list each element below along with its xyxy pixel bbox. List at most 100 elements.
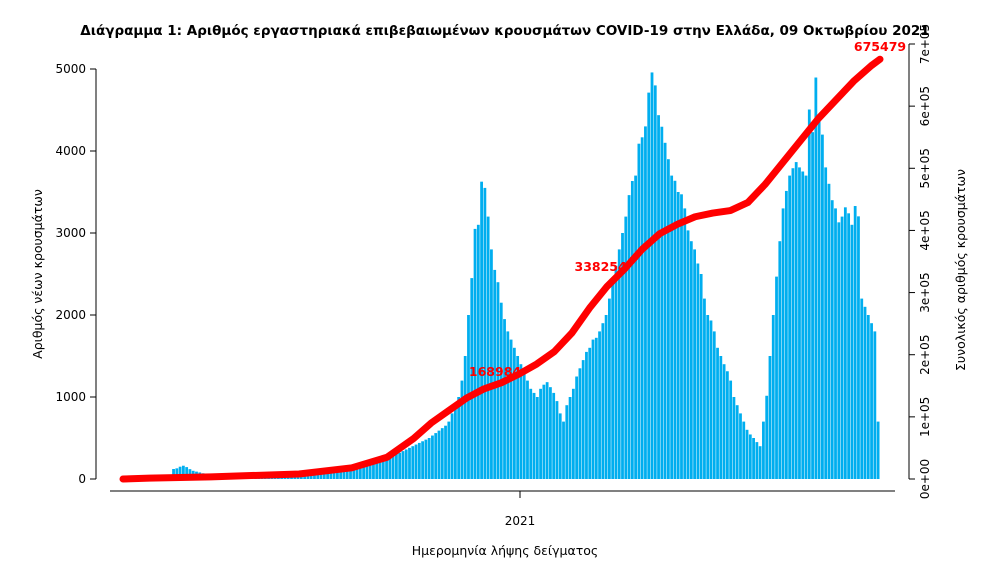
- bar: [801, 171, 805, 479]
- bar: [178, 466, 182, 479]
- bar: [666, 159, 670, 479]
- bar: [506, 331, 510, 479]
- bar: [352, 464, 356, 479]
- bar: [401, 451, 405, 479]
- bar: [585, 351, 588, 479]
- bar: [758, 446, 762, 479]
- bar: [427, 438, 431, 479]
- bar: [388, 455, 392, 479]
- bar: [778, 241, 782, 479]
- bar: [519, 364, 523, 479]
- bar: [768, 356, 772, 479]
- bar: [336, 467, 339, 479]
- bar: [503, 319, 506, 479]
- bar: [798, 167, 801, 479]
- y-tick-label: 1000: [55, 390, 86, 404]
- bar: [473, 228, 477, 479]
- bar: [404, 449, 408, 479]
- bar: [447, 421, 451, 479]
- bar: [722, 364, 726, 479]
- bar: [853, 206, 857, 479]
- bar: [732, 397, 736, 479]
- bar: [395, 453, 398, 479]
- bar: [421, 441, 424, 479]
- y-tick-label: 4000: [55, 144, 86, 158]
- bar: [581, 360, 585, 479]
- bar: [385, 456, 388, 479]
- bar: [814, 77, 818, 479]
- bar: [621, 233, 624, 479]
- bar: [630, 181, 634, 479]
- bar: [686, 230, 690, 479]
- bar: [349, 465, 352, 479]
- bar: [640, 137, 644, 479]
- bar: [719, 356, 723, 479]
- bar: [598, 331, 601, 479]
- bar: [372, 459, 375, 479]
- bar: [558, 413, 562, 479]
- bar: [493, 269, 497, 479]
- bar: [689, 241, 693, 479]
- y-axis-left: 0 1000 2000 3000 4000 5000: [55, 62, 97, 486]
- bar: [817, 118, 821, 479]
- bar: [378, 457, 382, 479]
- bar: [647, 92, 651, 480]
- bar: [847, 213, 851, 479]
- bar: [181, 465, 185, 479]
- bar: [742, 421, 746, 479]
- y-tick-label: 2000: [55, 308, 86, 322]
- cumulative-annotations: 168984 338254 675479: [469, 39, 906, 379]
- bar: [788, 175, 792, 479]
- bar: [555, 401, 559, 479]
- bar: [614, 265, 618, 479]
- bar: [608, 298, 611, 479]
- bar: [463, 356, 467, 479]
- bar: [499, 302, 503, 479]
- bar: [784, 190, 788, 479]
- bar: [365, 460, 369, 479]
- bar: [611, 282, 615, 479]
- bar: [637, 143, 641, 479]
- bar: [172, 469, 175, 479]
- y-tick-label: 5000: [55, 62, 86, 76]
- bar: [571, 388, 575, 479]
- bar: [562, 421, 565, 479]
- bar: [676, 192, 680, 479]
- bar: [424, 439, 428, 479]
- chart-title: Διάγραμμα 1: Αριθμός εργαστηριακά επιβεβ…: [80, 23, 929, 39]
- bar: [175, 468, 179, 479]
- bar: [703, 298, 706, 479]
- bar: [725, 371, 729, 479]
- bar: [791, 168, 795, 479]
- bar: [437, 430, 441, 479]
- bar: [568, 397, 572, 479]
- bar: [440, 428, 444, 479]
- bar: [480, 181, 483, 480]
- cumulative-annotation: 168984: [469, 364, 521, 379]
- y2-tick-label: 1e+05: [918, 397, 932, 437]
- bar: [663, 142, 667, 480]
- bar: [706, 315, 710, 479]
- bar: [408, 447, 411, 479]
- bar: [830, 200, 834, 479]
- bar: [794, 162, 798, 479]
- bar: [617, 249, 621, 479]
- bar: [735, 405, 739, 479]
- bar: [332, 468, 336, 479]
- bar: [522, 372, 526, 479]
- bar: [745, 429, 749, 479]
- bar: [762, 421, 765, 479]
- bar: [368, 460, 372, 479]
- y-axis-title: Αριθμός νέων κρουσμάτων: [30, 189, 45, 359]
- x-axis-title: Ημερομηνία λήψης δείγματος: [412, 543, 599, 558]
- bar: [765, 395, 769, 479]
- bar: [748, 434, 752, 479]
- bar: [375, 458, 379, 479]
- bar: [342, 466, 346, 479]
- bar: [185, 467, 189, 479]
- bar: [604, 315, 608, 479]
- bar: [781, 208, 785, 479]
- bar: [873, 331, 877, 479]
- bar: [414, 444, 418, 479]
